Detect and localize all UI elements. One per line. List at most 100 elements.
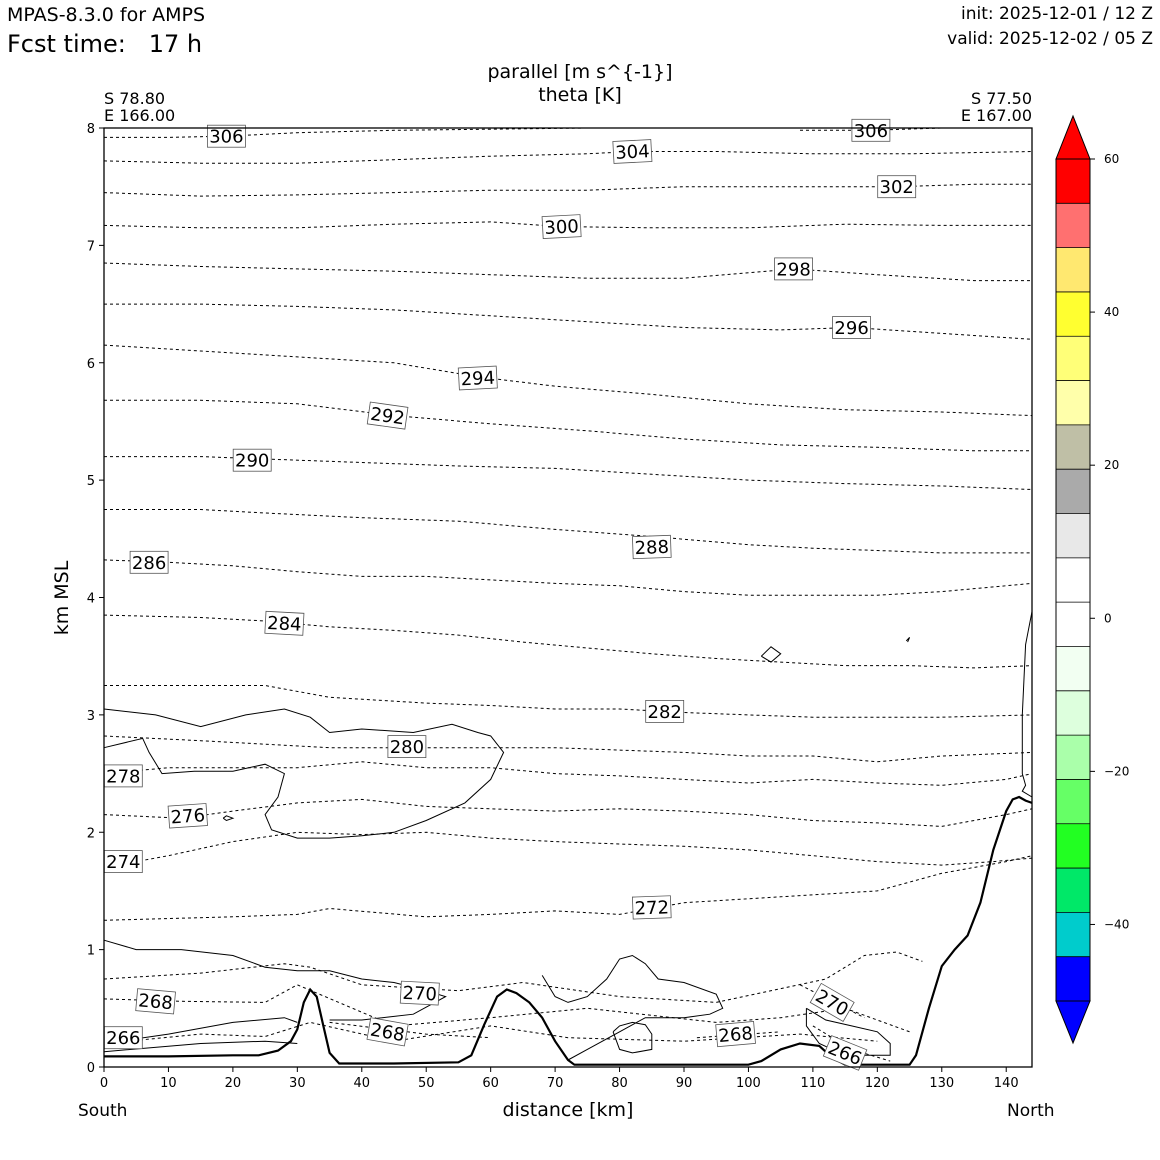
wind-zero-contour xyxy=(805,1007,891,1056)
colorbar-segment xyxy=(1056,247,1090,293)
contour-label-text: 270 xyxy=(402,983,437,1006)
colorbar-tick-label: 40 xyxy=(1104,305,1119,319)
theta-contour-266 xyxy=(103,1021,878,1044)
y-tick-label: 0 xyxy=(87,1061,95,1076)
colorbar-extend-bottom xyxy=(1055,1000,1091,1045)
colorbar-segment xyxy=(1056,956,1090,1002)
colorbar-segment xyxy=(1056,424,1090,470)
contour-label-text: 306 xyxy=(854,121,888,142)
contour-label-284: 284 xyxy=(264,610,305,636)
theta-contour-298 xyxy=(103,262,1032,282)
south-label: South xyxy=(78,1101,128,1121)
axes: 0 10 20 30 40 50 60 70 80 90 100 110 120 130 140 0 1 2 3 4 5… xyxy=(87,122,1019,1091)
colorbar-segment xyxy=(1056,646,1090,692)
contour-label-text: 276 xyxy=(170,805,206,828)
contour-label-box xyxy=(632,534,672,560)
contour-label-box xyxy=(822,1035,868,1071)
theta-contours xyxy=(103,127,1033,1062)
contour-label-290: 290 xyxy=(232,448,272,472)
y-tick-label: 3 xyxy=(87,709,95,724)
contour-label-288: 288 xyxy=(632,534,672,560)
theta-contour-284 xyxy=(103,614,1033,669)
colorbar-segment xyxy=(1056,380,1090,426)
theta-contour-268 xyxy=(103,984,910,1033)
theta-contour-288 xyxy=(104,509,1032,554)
contour-label-276: 276 xyxy=(167,803,208,829)
theta-contour-302 xyxy=(103,183,1032,197)
contour-label-text: 268 xyxy=(718,1023,754,1047)
x-tick-label: 70 xyxy=(547,1076,564,1091)
contour-label-272: 272 xyxy=(632,895,672,920)
contour-label-box xyxy=(387,735,427,758)
contour-label-text: 268 xyxy=(369,1019,406,1046)
theta-contour-294 xyxy=(103,344,1033,417)
colorbar-segment xyxy=(1056,159,1090,204)
theta-contour-280 xyxy=(103,735,1033,763)
contour-label-300: 300 xyxy=(541,214,582,239)
colorbar-tick-label: −40 xyxy=(1104,917,1129,931)
theta-contour-276 xyxy=(103,798,1033,827)
contour-label-text: 266 xyxy=(825,1038,865,1070)
contour-label-text: 268 xyxy=(137,990,173,1014)
contour-label-box xyxy=(715,1021,756,1048)
y-tick-label: 8 xyxy=(87,122,95,137)
x-tick-label: 100 xyxy=(736,1076,761,1091)
wind-zero-contours xyxy=(103,611,1033,1061)
contour-labels: 266 266 268 268 268 270 270 272 274 276 278 280 282 2… xyxy=(103,118,917,1071)
colorbar-tick-label: 60 xyxy=(1104,152,1119,166)
contour-label-box xyxy=(457,365,498,391)
x-tick-label: 110 xyxy=(800,1076,825,1091)
contour-label-text: 294 xyxy=(460,368,495,391)
wind-zero-contour xyxy=(612,1021,653,1054)
contour-label-text: 298 xyxy=(776,259,810,280)
x-tick-label: 120 xyxy=(865,1076,890,1091)
contour-label-box xyxy=(129,550,169,574)
contour-label-text: 266 xyxy=(106,1028,140,1049)
forecast-time: Fcst time: 17 h xyxy=(7,30,202,58)
wind-zero-contour xyxy=(541,954,724,1061)
right-endpoint-lat: S 77.50 xyxy=(970,89,1032,108)
colorbar-tick-label: 20 xyxy=(1104,458,1119,472)
init-time: init: 2025-12-01 / 12 Z xyxy=(960,4,1153,24)
contour-label-306: 306 xyxy=(206,124,246,148)
y-tick-label: 6 xyxy=(87,357,95,372)
wind-zero-contour xyxy=(760,646,782,663)
contour-label-text: 284 xyxy=(267,613,302,636)
contour-label-box xyxy=(399,980,440,1006)
y-tick-label: 4 xyxy=(87,592,95,607)
left-endpoint-lon: E 166.00 xyxy=(104,106,176,125)
forecast-time-value: 17 h xyxy=(148,30,203,58)
contour-label-box xyxy=(167,803,208,829)
contour-label-text: 304 xyxy=(615,141,650,164)
contour-label-box xyxy=(206,124,246,148)
wind-zero-contour xyxy=(103,1017,298,1044)
contour-label-box xyxy=(232,448,272,472)
colorbar-tick-label: −20 xyxy=(1104,764,1129,778)
wind-zero-contour xyxy=(103,708,505,839)
contour-label-box xyxy=(645,700,685,723)
wind-zero-contour xyxy=(222,815,235,822)
contour-label-box xyxy=(541,214,582,239)
contour-label-298: 298 xyxy=(774,257,813,280)
y-tick-label: 1 xyxy=(87,944,95,959)
contour-label-266: 266 xyxy=(103,1026,143,1049)
y-tick-label: 2 xyxy=(87,826,95,841)
contour-label-box xyxy=(632,895,672,920)
contour-label-text: 272 xyxy=(634,897,669,919)
x-tick-label: 30 xyxy=(289,1076,306,1091)
contour-label-text: 302 xyxy=(880,177,914,198)
wind-zero-contour xyxy=(103,1040,298,1053)
x-tick-label: 140 xyxy=(994,1076,1019,1091)
x-tick-label: 90 xyxy=(676,1076,693,1091)
x-tick-label: 0 xyxy=(100,1076,108,1091)
x-axis-label: distance [km] xyxy=(502,1099,634,1121)
right-endpoint: S 77.50 E 167.00 xyxy=(961,90,1032,124)
colorbar-segment xyxy=(1056,735,1090,780)
colorbar-segment xyxy=(1056,513,1090,559)
colorbar: 60 40 20 0 −20 −40 xyxy=(1055,114,1129,1045)
contour-label-text: 290 xyxy=(235,451,269,472)
contour-label-box xyxy=(809,982,855,1022)
theta-contour-304 xyxy=(103,151,1033,164)
colorbar-segment xyxy=(1056,336,1090,381)
chart-title-line1: parallel [m s^{-1}] xyxy=(487,61,673,83)
